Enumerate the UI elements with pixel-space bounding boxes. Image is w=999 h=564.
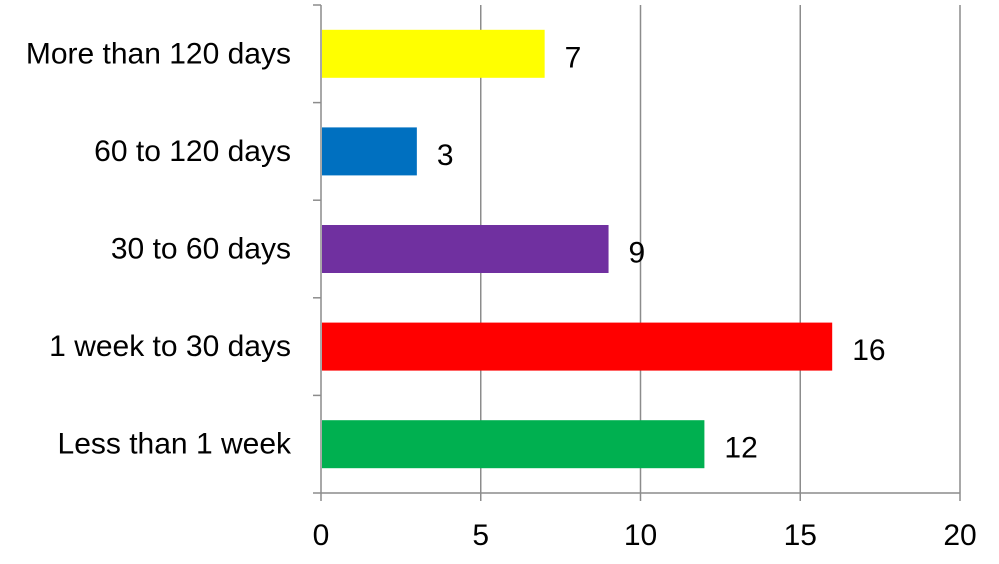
category-label: Less than 1 week — [58, 428, 292, 461]
category-label: More than 120 days — [26, 37, 291, 70]
bar-2 — [322, 127, 417, 176]
bars — [322, 29, 833, 469]
value-labels: 7 3 9 16 12 — [437, 41, 886, 464]
category-label: 30 to 60 days — [111, 233, 291, 266]
data-label: 3 — [437, 139, 454, 172]
category-label: 60 to 120 days — [94, 135, 291, 168]
bar-3 — [322, 225, 609, 273]
data-label: 12 — [724, 432, 757, 465]
x-tick-label: 0 — [313, 519, 330, 552]
data-label: 9 — [629, 237, 646, 270]
bar-5 — [322, 420, 705, 469]
data-label: 16 — [852, 334, 885, 367]
x-tick-label: 15 — [784, 519, 817, 552]
category-label: 1 week to 30 days — [49, 330, 291, 363]
x-tick-labels: 0 5 10 15 20 — [313, 519, 977, 552]
x-tick-label: 20 — [943, 519, 976, 552]
axes — [313, 4, 961, 501]
x-tick-label: 10 — [624, 519, 657, 552]
bar-4 — [322, 322, 833, 371]
category-labels: More than 120 days 60 to 120 days 30 to 60… — [26, 37, 292, 460]
x-tick-label: 5 — [472, 519, 489, 552]
bar-1 — [322, 29, 545, 78]
data-label: 7 — [565, 41, 582, 74]
